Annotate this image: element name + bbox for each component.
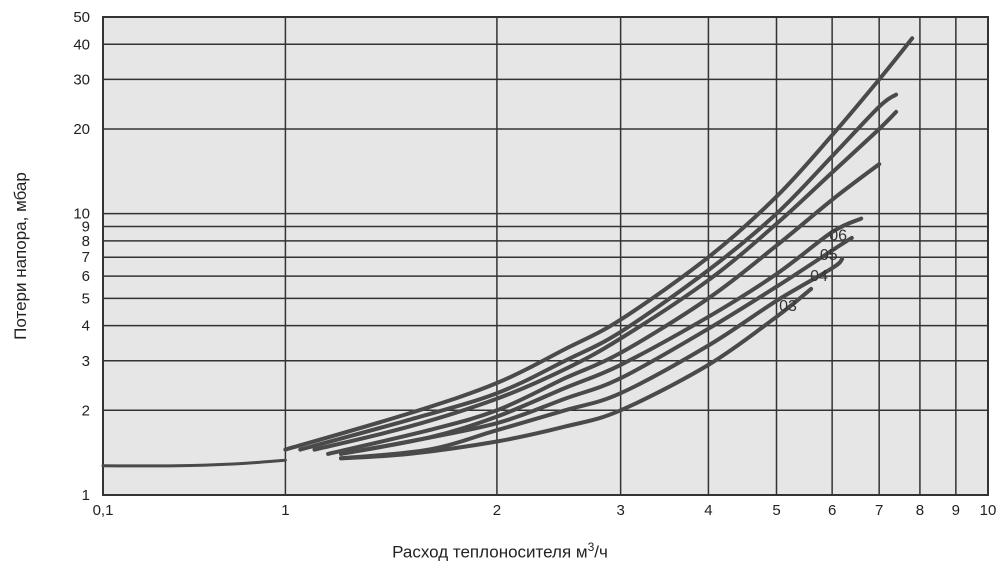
x-tick-label: 10 <box>980 502 997 519</box>
y-tick-label: 30 <box>73 71 90 88</box>
y-tick-label: 7 <box>82 249 90 266</box>
x-tick-labels: 0,1 1 2 3 4 5 6 7 8 9 10 <box>93 502 997 519</box>
curve <box>312 109 899 452</box>
x-axis-title-text: Расход теплоносителя м <box>392 542 588 562</box>
curve-04 <box>339 257 845 461</box>
y-tick-label: 4 <box>82 318 90 335</box>
y-tick-label: 50 <box>73 9 90 26</box>
y-tick-label: 20 <box>73 121 90 138</box>
curve-label-06: 06 <box>829 228 847 245</box>
curves <box>101 36 915 468</box>
x-tick-label: 9 <box>952 502 960 519</box>
x-axis-title-unit: /ч <box>594 542 608 562</box>
curve-labels: 03 04 05 06 <box>779 228 847 315</box>
plot-area <box>102 16 989 496</box>
y-tick-label: 40 <box>73 36 90 53</box>
y-axis-title: Потери напора, мбар <box>11 172 30 340</box>
x-tick-label: 0,1 <box>93 502 114 519</box>
y-tick-label: 6 <box>82 268 90 285</box>
grid <box>103 17 988 495</box>
x-tick-label: 1 <box>281 502 289 519</box>
y-tick-label: 1 <box>82 487 90 504</box>
curve <box>298 92 899 452</box>
x-axis-title: Расход теплоносителя м3/ч <box>0 540 1000 563</box>
x-tick-label: 4 <box>704 502 712 519</box>
y-tick-label: 10 <box>73 206 90 223</box>
x-tick-label: 5 <box>772 502 780 519</box>
x-tick-label: 7 <box>875 502 883 519</box>
curve-common-start <box>101 458 287 468</box>
y-tick-label: 3 <box>82 353 90 370</box>
x-tick-label: 8 <box>916 502 924 519</box>
curve-06 <box>339 216 864 456</box>
curve <box>326 162 882 456</box>
y-tick-label: 2 <box>82 402 90 419</box>
y-tick-label: 5 <box>82 290 90 307</box>
x-axis-title-superscript: 3 <box>587 540 595 554</box>
curve <box>283 36 915 452</box>
y-tick-label: 8 <box>82 233 90 250</box>
y-tick-label: 9 <box>82 219 90 236</box>
curve-label-04: 04 <box>810 268 828 285</box>
x-tick-label: 2 <box>493 502 501 519</box>
curve-label-05: 05 <box>820 247 838 264</box>
x-tick-label: 6 <box>828 502 836 519</box>
x-tick-label: 3 <box>616 502 624 519</box>
curve-label-03: 03 <box>779 298 797 315</box>
